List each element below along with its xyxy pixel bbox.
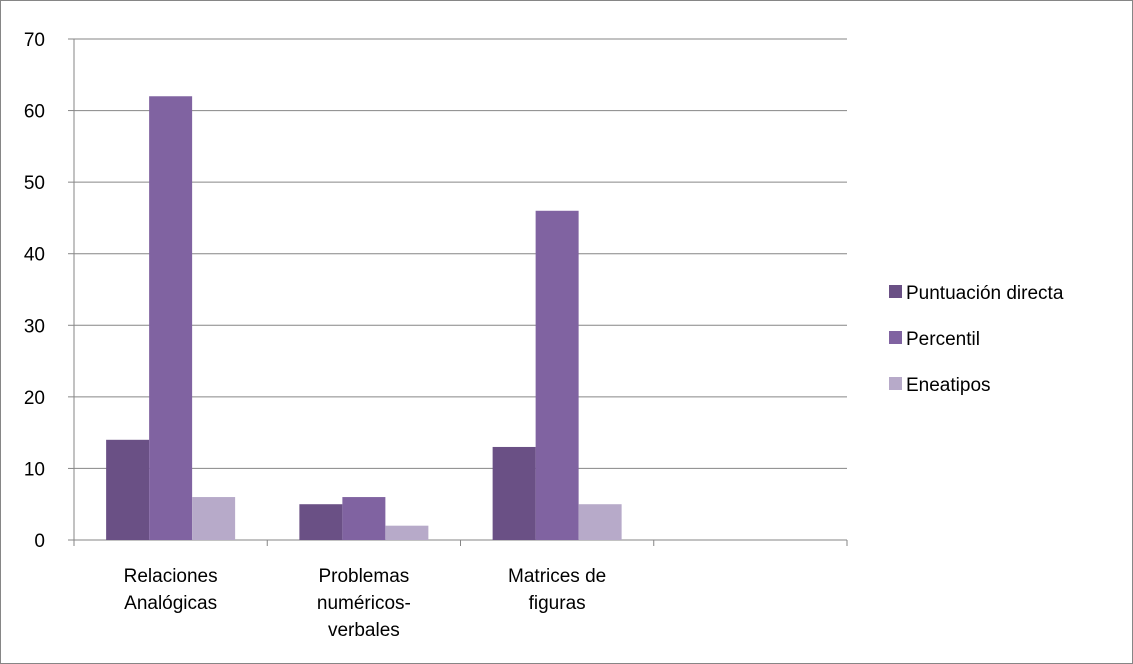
x-axis: Relaciones Analógicas Problemas numéricos-v…	[73, 539, 848, 641]
bar	[535, 210, 579, 540]
legend-label: Percentil	[906, 329, 980, 350]
y-tick-label: 30	[24, 316, 45, 337]
bar	[106, 439, 150, 540]
bars	[106, 96, 622, 540]
x-category-label: Matrices de figuras	[508, 566, 606, 614]
bar	[578, 504, 622, 540]
x-category-label-line: figuras	[529, 593, 586, 614]
legend-swatch	[889, 285, 902, 298]
gridlines	[74, 38, 847, 469]
y-tick-label: 10	[24, 459, 45, 480]
x-category-label-line: Problemas	[318, 566, 409, 587]
y-tick-label: 70	[24, 30, 45, 51]
legend-swatch	[889, 377, 902, 390]
x-category-label-line: numéricos-	[317, 593, 411, 614]
x-category-label: Relaciones Analógicas	[124, 566, 218, 614]
legend-label: Eneatipos	[906, 375, 991, 396]
legend-swatch	[889, 331, 902, 344]
x-category-label-line: verbales	[328, 620, 400, 641]
y-tick-label: 20	[24, 388, 45, 409]
x-category-label-line: Matrices de	[508, 566, 606, 587]
y-tick-label: 40	[24, 245, 45, 266]
legend-label: Puntuación directa	[906, 283, 1064, 304]
y-axis: 0 10 20 30 40 50 60 70	[24, 30, 75, 552]
y-tick-label: 60	[24, 102, 45, 123]
bar	[192, 497, 236, 540]
x-category-label-line: Relaciones	[124, 566, 218, 587]
x-category-label: Problemas numéricos-verbales	[317, 566, 411, 641]
x-category-label-line: Analógicas	[124, 593, 217, 614]
bar	[342, 497, 386, 540]
legend: Puntuación directa Percentil Eneatipos	[889, 283, 1064, 396]
y-tick-label: 50	[24, 173, 45, 194]
bar	[492, 446, 536, 540]
bar	[385, 525, 429, 540]
bar	[149, 96, 193, 540]
y-tick-label: 0	[34, 531, 45, 552]
bar	[299, 504, 343, 540]
